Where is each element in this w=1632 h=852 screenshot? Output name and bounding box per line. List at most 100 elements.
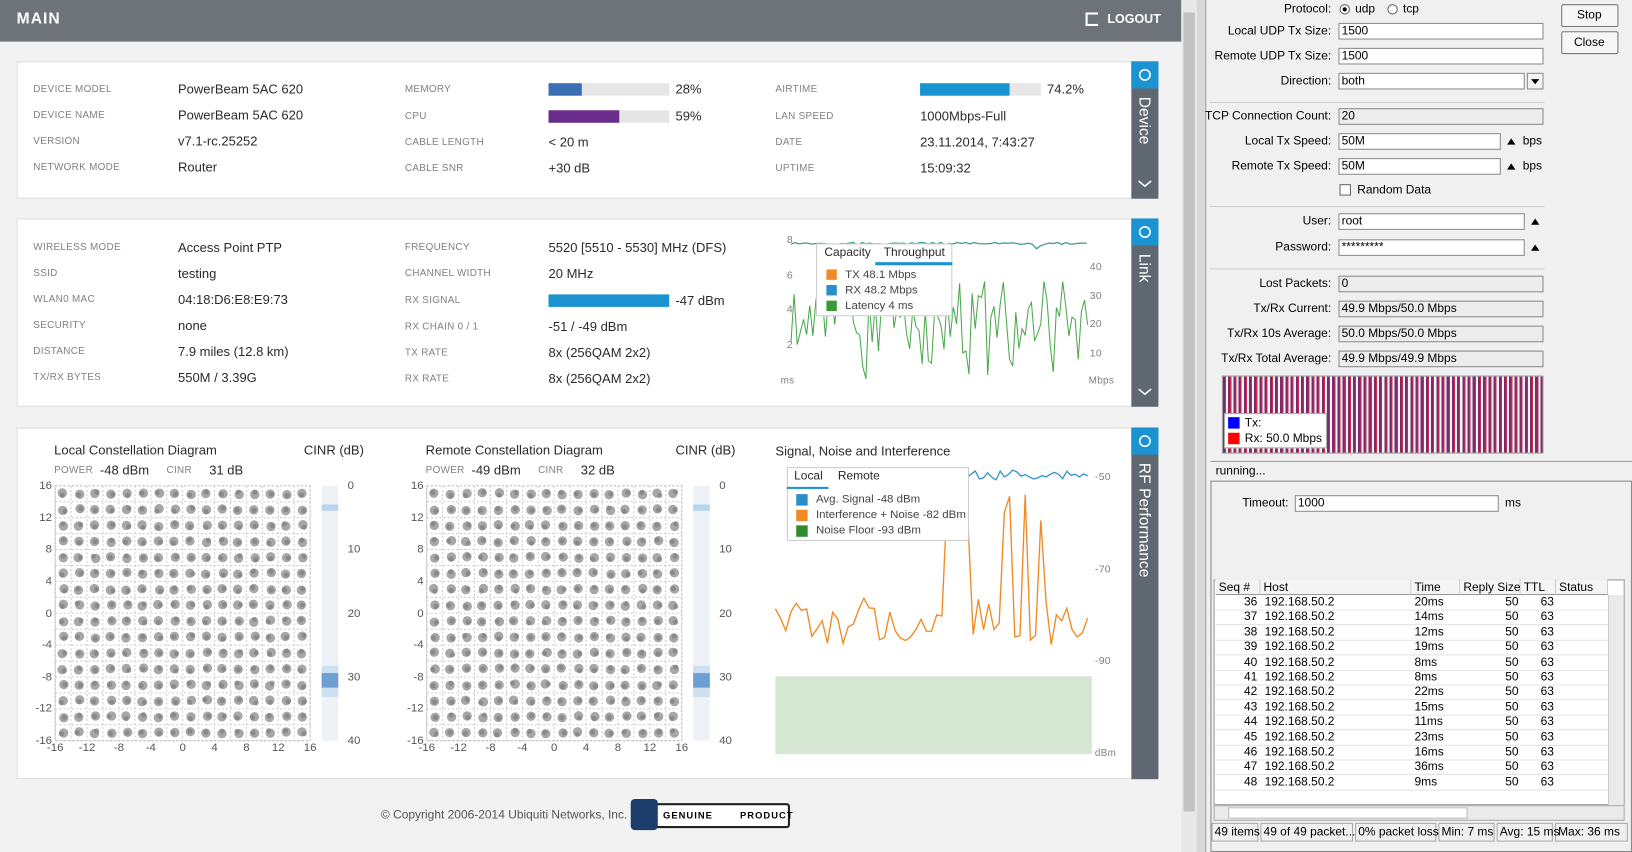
column-header[interactable] [1460,579,1521,596]
legend-label: Latency 4 ms [845,299,914,313]
reply-size-cell: 50 [1505,641,1519,654]
host-cell: 192.168.50.2 [1264,611,1335,624]
column-header[interactable] [1520,579,1556,596]
field-value: 1500 [1341,24,1369,38]
y-tick-label: -70 [1094,563,1111,576]
chart-tab[interactable]: Remote [837,470,880,483]
legend-label: Rx: 50.0 Mbps [1244,432,1322,446]
status-text: Max: 36 ms [1558,825,1620,839]
legend-swatch [796,509,808,522]
y-tick-label: 4 [786,304,793,317]
field-label: Protocol: [1283,3,1332,16]
field-label: Remote Tx Speed: [1231,160,1332,173]
cinr-value: 32 dB [580,462,615,478]
button-label: Close [1573,36,1605,49]
field-label: CHANNEL WIDTH [404,267,491,280]
column-header[interactable] [1555,579,1609,596]
text-field[interactable] [1338,47,1544,65]
table-scrollbar [1608,595,1624,806]
logout-button[interactable]: LOGOUT [1107,11,1161,27]
text-field[interactable] [1338,72,1525,90]
legend-swatch [796,525,808,537]
host-cell: 192.168.50.2 [1264,670,1335,684]
chart-tab[interactable]: Throughput [883,246,945,260]
diagram-title: Remote Constellation Diagram [425,443,603,458]
cinr-label: CINR [166,464,192,476]
column-header[interactable] [1215,579,1261,596]
x-tick-label: 4 [211,741,218,755]
field-value: -47 dBm [675,293,725,308]
radio[interactable] [1387,4,1398,15]
reply-size-cell: 50 [1505,745,1519,759]
text-field[interactable] [1338,22,1544,40]
host-cell: 192.168.50.2 [1264,641,1335,654]
ttl-cell: 63 [1540,656,1554,669]
column-header-label: Reply Size [1463,581,1521,595]
status-cell [1496,822,1553,842]
field-label: Tx/Rx Current: [1253,302,1332,316]
legend-swatch [826,285,837,296]
button[interactable] [1561,31,1619,55]
checkbox-label: Random Data [1357,184,1432,197]
cinr-title: CINR (dB) [675,443,736,458]
row-separator [1215,639,1609,641]
field-value: 15:09:32 [920,161,971,176]
checkbox[interactable] [1339,184,1351,196]
y-tick-label: 0 [417,607,424,620]
text-field[interactable] [1338,213,1525,230]
field-value: 50M [1341,135,1365,148]
copyright: © Copyright 2006-2014 Ubiquiti Networks,… [380,809,628,822]
row-separator [1215,759,1609,761]
progress-text: 74.2% [1047,82,1084,97]
text-field[interactable] [1338,239,1525,256]
seq-cell: 43 [1243,700,1258,714]
host-cell: 192.168.50.2 [1264,626,1335,639]
separator [1209,101,1545,103]
time-cell: 15ms [1414,700,1444,714]
status-text: running... [1215,465,1266,478]
text-field[interactable] [1338,133,1501,150]
x-tick-label: -16 [418,741,436,755]
tab-label: Device [1135,96,1154,145]
field-value: root [1341,215,1363,228]
column-header[interactable] [1260,579,1412,596]
header-bar [0,0,1182,42]
cinr-tick-label: 30 [719,670,732,684]
column-header-label: Seq # [1218,581,1251,595]
field-value: -51 / -49 dBm [548,319,628,334]
y-tick-label: -12 [407,702,424,716]
tab-icon [1131,61,1159,89]
y-tick-label: 16 [39,479,53,493]
field-label: User: [1302,215,1332,228]
x-tick-label: -8 [485,741,496,755]
field-label: FREQUENCY [404,241,470,254]
column-header-label: Status [1559,581,1594,595]
chart-tab[interactable]: Capacity [824,246,871,260]
ttl-cell: 63 [1540,670,1554,684]
field-label: Tx/Rx 10s Average: [1226,327,1332,341]
reply-size-cell: 50 [1505,626,1519,639]
chart-tab[interactable]: Local [794,470,823,483]
text-field[interactable] [1338,158,1501,175]
column-header[interactable] [1411,579,1461,596]
host-cell: 192.168.50.2 [1264,700,1335,714]
seq-cell: 46 [1243,745,1258,759]
progress-text: 59% [675,109,702,124]
text-field[interactable] [1294,495,1499,512]
cinr-tick-label: 20 [347,607,361,620]
field-label: SECURITY [33,319,86,332]
row-separator [1215,774,1609,776]
y2-tick-label: 10 [1089,347,1102,360]
button[interactable] [1561,4,1619,28]
legend-label: Interference + Noise -82 dBm [815,508,966,522]
badge-text: GENUINE [662,810,713,821]
x-tick-label: 12 [643,741,657,755]
x-tick-label: -8 [113,741,125,755]
dropdown-button[interactable] [1526,72,1544,90]
field-value: 20 [1341,110,1355,123]
reply-size-cell: 50 [1505,656,1519,669]
field-value: < 20 m [548,135,589,150]
axis-unit: Mbps [1088,375,1115,387]
time-cell: 8ms [1414,656,1438,669]
